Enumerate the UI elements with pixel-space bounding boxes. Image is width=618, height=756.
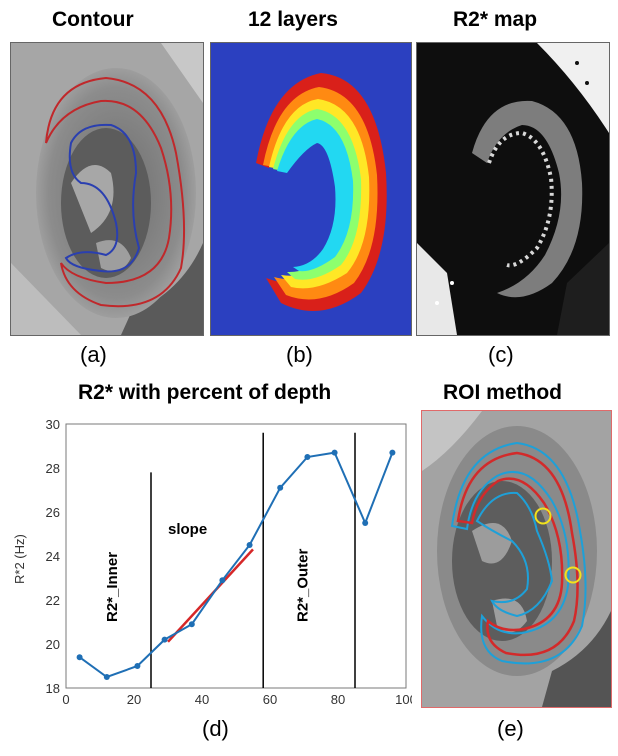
panel-e-title: ROI method — [443, 381, 562, 404]
data-point — [161, 636, 168, 643]
roi-circle-2 — [564, 566, 582, 584]
data-point — [246, 542, 253, 548]
data-point — [277, 484, 284, 491]
roi-circle-1 — [534, 507, 552, 525]
contour-image — [10, 42, 204, 336]
y-tick-label: 28 — [46, 461, 60, 476]
x-tick-label: 20 — [127, 692, 141, 707]
y-tick-label: 20 — [46, 637, 60, 652]
data-point — [219, 577, 226, 584]
annotation-slope: slope — [168, 521, 207, 538]
panel-e-label: (e) — [497, 716, 524, 741]
annotation-outer: R2*_Outer — [294, 548, 311, 622]
r2-map-image — [416, 42, 610, 336]
x-tick-label: 0 — [62, 692, 69, 707]
y-tick-label: 26 — [46, 505, 60, 520]
series-line — [79, 451, 394, 679]
x-tick-label: 60 — [263, 692, 277, 707]
layers-image — [210, 42, 412, 336]
data-point — [362, 520, 369, 526]
data-point — [76, 654, 83, 661]
y-tick-label: 30 — [46, 417, 60, 432]
roi-image — [421, 410, 612, 708]
panel-b-label: (b) — [286, 342, 313, 367]
panel-c-title: R2* map — [453, 8, 538, 31]
panel-d-title: R2* with percent of depth — [78, 381, 332, 404]
data-point — [304, 454, 311, 460]
data-point — [134, 663, 141, 669]
panel-b-title: 12 layers — [248, 8, 338, 31]
panel-a-title: Contour — [52, 8, 134, 31]
data-point — [331, 449, 338, 456]
plot-area — [65, 423, 407, 689]
data-point — [389, 449, 396, 456]
y-tick-label: 22 — [46, 593, 60, 608]
depth-chart: 18 20 22 24 26 28 30 0 20 40 60 80 100 R2*_Inner sl… — [12, 417, 412, 707]
x-tick-label: 80 — [331, 692, 345, 707]
annotation-inner: R2*_Inner — [104, 552, 121, 622]
data-point — [103, 674, 110, 680]
y-axis-label: R*2 (Hz) — [12, 534, 27, 584]
y-tick-label: 18 — [46, 681, 60, 696]
x-tick-label: 40 — [195, 692, 209, 707]
panel-c-label: (c) — [488, 342, 514, 367]
panel-d-label: (d) — [202, 716, 229, 741]
data-point — [188, 621, 195, 628]
panel-a-label: (a) — [80, 342, 107, 367]
y-tick-label: 24 — [46, 549, 60, 564]
x-tick-label: 100 — [395, 692, 412, 707]
